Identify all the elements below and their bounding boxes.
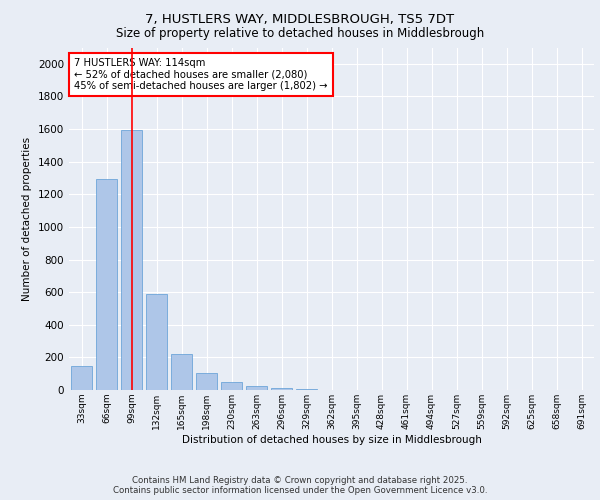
Bar: [71, 366, 92, 390]
Y-axis label: Number of detached properties: Number of detached properties: [22, 136, 32, 301]
Bar: [146, 294, 167, 390]
Bar: [271, 388, 292, 390]
Bar: [121, 130, 142, 390]
Text: 7, HUSTLERS WAY, MIDDLESBROUGH, TS5 7DT: 7, HUSTLERS WAY, MIDDLESBROUGH, TS5 7DT: [145, 12, 455, 26]
Bar: [171, 354, 192, 390]
Text: Contains HM Land Registry data © Crown copyright and database right 2025.
Contai: Contains HM Land Registry data © Crown c…: [113, 476, 487, 495]
Bar: [96, 179, 117, 390]
X-axis label: Distribution of detached houses by size in Middlesbrough: Distribution of detached houses by size …: [182, 434, 481, 444]
Text: Size of property relative to detached houses in Middlesbrough: Size of property relative to detached ho…: [116, 28, 484, 40]
Bar: [246, 386, 267, 390]
Text: 7 HUSTLERS WAY: 114sqm
← 52% of detached houses are smaller (2,080)
45% of semi-: 7 HUSTLERS WAY: 114sqm ← 52% of detached…: [74, 58, 328, 91]
Bar: [196, 373, 217, 390]
Bar: [296, 389, 317, 390]
Bar: [221, 382, 242, 390]
